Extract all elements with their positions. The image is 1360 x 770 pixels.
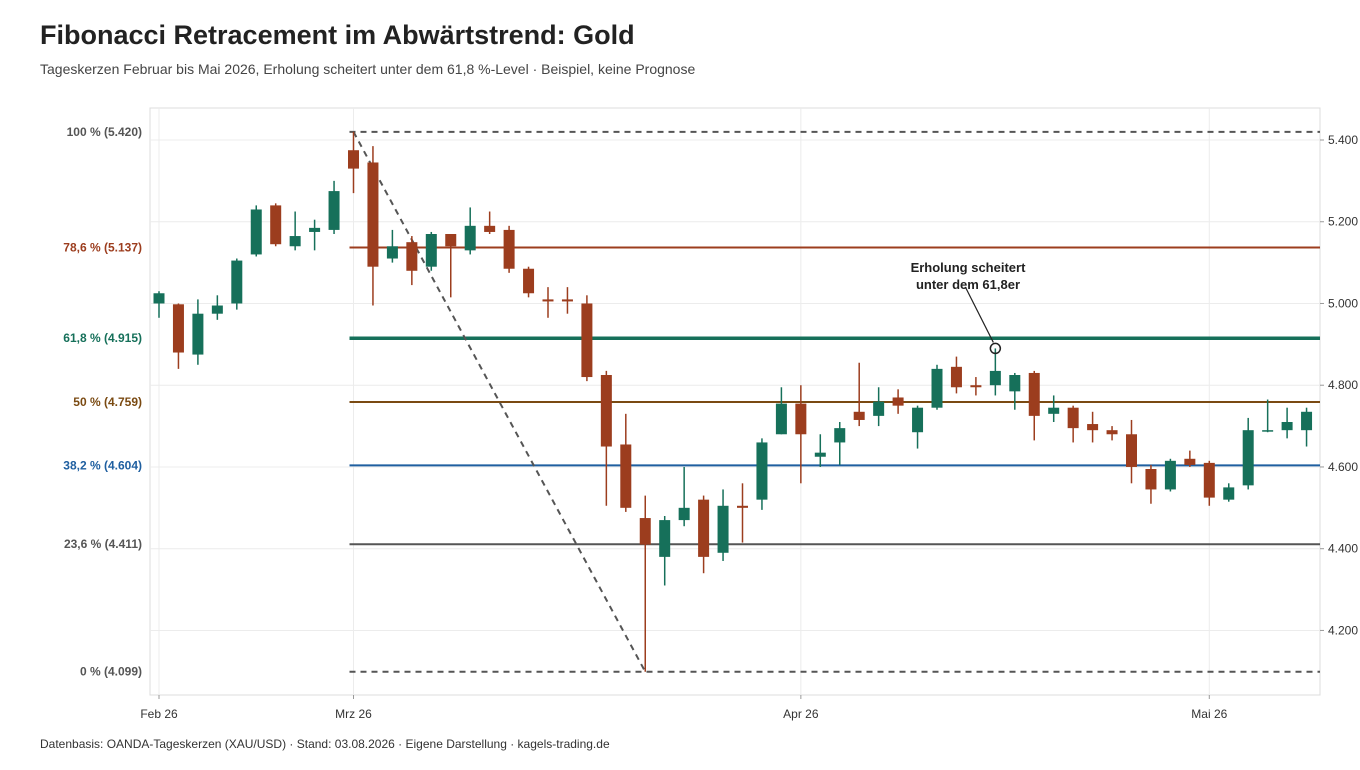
candle-body xyxy=(678,507,690,521)
candle-body xyxy=(639,518,651,545)
chart-title: Fibonacci Retracement im Abwärtstrend: G… xyxy=(40,20,635,50)
y-tick-label: 4.800 xyxy=(1328,378,1358,392)
candle-body xyxy=(795,403,807,435)
x-tick-label: Apr 26 xyxy=(783,707,819,721)
fib-level-label: 50 % (4.759) xyxy=(73,395,142,409)
candle-body xyxy=(445,234,457,247)
chart-footer: Datenbasis: OANDA-Tageskerzen (XAU/USD) … xyxy=(40,737,610,751)
candle-body xyxy=(1009,375,1021,392)
candle-body xyxy=(153,293,165,304)
candle-body xyxy=(1048,407,1060,414)
candle-body xyxy=(775,403,787,435)
annotation-pointer xyxy=(964,286,994,343)
annotation-line-1: Erholung scheitert xyxy=(911,260,1027,275)
candle-body xyxy=(873,401,885,416)
candle-body xyxy=(581,303,593,378)
fib-level-label: 38,2 % (4.604) xyxy=(63,458,142,472)
x-tick-label: Mrz 26 xyxy=(335,707,372,721)
y-tick-label: 4.600 xyxy=(1328,460,1358,474)
candle-body xyxy=(698,499,710,557)
candle-body xyxy=(270,205,282,245)
candle-body xyxy=(853,411,865,420)
candle-body xyxy=(892,397,904,406)
candle-body xyxy=(950,366,962,388)
candle-body xyxy=(542,299,554,302)
candle-body xyxy=(1028,372,1040,416)
candle-body xyxy=(406,242,418,271)
candle-body xyxy=(503,229,515,269)
candle-body xyxy=(309,227,321,232)
candle-body xyxy=(425,234,437,267)
candle-body xyxy=(211,305,223,314)
x-tick-label: Feb 26 xyxy=(140,707,178,721)
fib-level-label: 0 % (4.099) xyxy=(80,665,142,679)
candle-body xyxy=(484,225,496,232)
candle-body xyxy=(1203,462,1215,498)
candle-body xyxy=(989,370,1001,386)
x-tick-label: Mai 26 xyxy=(1191,707,1227,721)
candle-body xyxy=(1087,424,1099,431)
candle-body xyxy=(386,246,398,259)
candle-body xyxy=(561,299,573,302)
candle-body xyxy=(814,452,826,457)
candle-body xyxy=(1301,411,1313,431)
candle-body xyxy=(1126,434,1137,467)
candle-body xyxy=(1262,430,1274,432)
fib-level-label: 23,6 % (4.411) xyxy=(64,537,142,551)
candle-body xyxy=(1184,458,1196,465)
candle-body xyxy=(1164,460,1176,490)
candle-body xyxy=(1281,422,1293,431)
candle-body xyxy=(464,225,476,251)
candle-body xyxy=(348,150,359,169)
candle-body xyxy=(756,442,768,500)
candle-body xyxy=(172,304,184,353)
candle-body xyxy=(834,428,846,443)
candle-body xyxy=(620,444,632,508)
candle-body xyxy=(931,368,943,408)
candle-body xyxy=(289,236,301,247)
fibonacci-levels: 100 % (5.420) 78,6 % (5.137) 61,8 % (4.915… xyxy=(63,125,1320,679)
axes: 4.200 4.400 4.600 4.800 5.000 5.200 5.400 Feb 2… xyxy=(140,133,1358,721)
swing-dashed-line xyxy=(352,131,647,673)
candle-body xyxy=(1145,469,1157,490)
y-tick-label: 5.000 xyxy=(1328,296,1358,310)
fib-level-label: 61,8 % (4.915) xyxy=(63,331,142,345)
candle-body xyxy=(1242,430,1254,486)
fib-level-label: 100 % (5.420) xyxy=(67,125,142,139)
candle-body xyxy=(659,520,671,557)
candle-body xyxy=(1106,430,1118,435)
y-tick-label: 4.400 xyxy=(1328,542,1358,556)
candle-body xyxy=(600,375,612,447)
candle-body xyxy=(1223,487,1235,500)
chart-subtitle: Tageskerzen Februar bis Mai 2026, Erholu… xyxy=(40,61,696,77)
fib-level-label: 78,6 % (5.137) xyxy=(63,240,142,254)
candle-body xyxy=(192,313,204,355)
y-tick-label: 4.200 xyxy=(1328,623,1358,637)
y-tick-label: 5.400 xyxy=(1328,133,1358,147)
candle-body xyxy=(231,260,243,304)
annotation-marker xyxy=(989,342,1002,355)
y-tick-label: 5.200 xyxy=(1328,215,1358,229)
annotation: Erholung scheitert unter dem 61,8er xyxy=(911,260,1027,355)
swing-line xyxy=(352,131,647,673)
candle-body xyxy=(970,385,982,388)
candle-body xyxy=(912,407,924,433)
candle-body xyxy=(328,191,340,230)
candle-body xyxy=(737,505,748,508)
candle-body xyxy=(1067,407,1079,429)
candles xyxy=(153,131,1313,672)
annotation-line-2: unter dem 61,8er xyxy=(916,277,1020,292)
candle-body xyxy=(250,209,262,255)
candle-body xyxy=(717,505,729,553)
candle-body xyxy=(367,162,379,267)
candle-body xyxy=(523,268,535,294)
